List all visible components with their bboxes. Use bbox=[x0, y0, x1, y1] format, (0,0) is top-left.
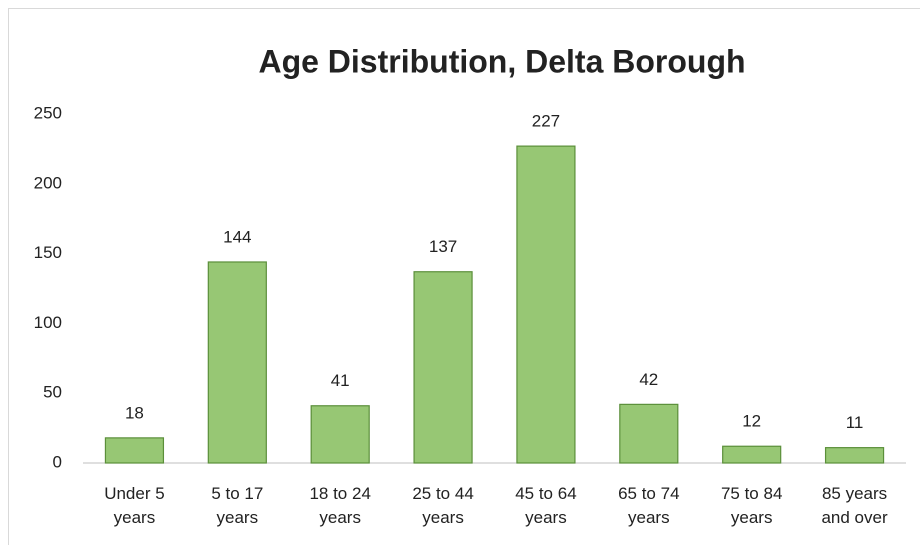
bar bbox=[413, 271, 473, 464]
x-tick-label: 45 to 64 years bbox=[515, 484, 577, 527]
y-tick-label: 50 bbox=[43, 383, 62, 402]
x-tick-label: 85 years and over bbox=[821, 484, 888, 527]
bar bbox=[722, 445, 782, 464]
x-tick-label: 75 to 84 years bbox=[720, 484, 783, 527]
bar bbox=[104, 437, 165, 464]
chart-frame bbox=[8, 8, 920, 545]
x-tick-label: 25 to 44 years bbox=[412, 484, 474, 527]
data-label: 137 bbox=[429, 237, 457, 256]
x-tick-label: Under 5 years bbox=[104, 484, 165, 527]
bar bbox=[310, 405, 370, 464]
x-tick-label: 5 to 17 years bbox=[211, 484, 264, 527]
data-label: 42 bbox=[639, 370, 658, 389]
data-label: 227 bbox=[532, 112, 560, 131]
y-tick-label: 150 bbox=[34, 243, 62, 262]
x-tick-label: 65 to 74 years bbox=[618, 484, 680, 527]
x-tick-label: 18 to 24 years bbox=[309, 484, 371, 527]
y-tick-label: 200 bbox=[34, 173, 62, 192]
data-label: 12 bbox=[742, 412, 761, 431]
y-tick-label: 100 bbox=[34, 313, 62, 332]
data-label: 41 bbox=[331, 371, 350, 390]
y-tick-label: 250 bbox=[34, 103, 62, 122]
y-tick-label: 0 bbox=[53, 452, 62, 471]
bar bbox=[516, 145, 576, 464]
data-label: 144 bbox=[223, 227, 251, 246]
bar bbox=[619, 403, 679, 464]
bar bbox=[207, 261, 267, 464]
chart-title: Age Distribution, Delta Borough bbox=[258, 43, 745, 79]
data-label: 18 bbox=[125, 403, 144, 422]
data-label: 11 bbox=[846, 413, 864, 432]
bar bbox=[824, 447, 885, 464]
